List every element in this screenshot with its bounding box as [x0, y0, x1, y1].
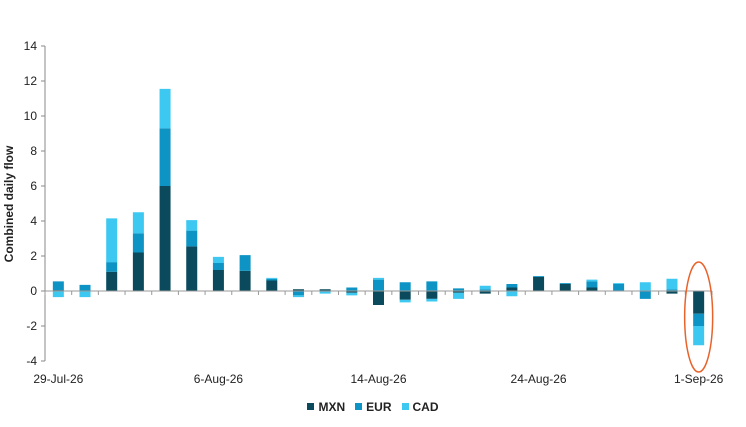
bar-eur — [52, 281, 64, 291]
bar-eur — [453, 288, 465, 291]
bar-eur — [399, 282, 411, 291]
bar-eur — [506, 284, 518, 288]
y-axis: -4 -2 0 2 4 6 8 10 12 14 — [24, 39, 46, 368]
bar-mxn — [212, 270, 224, 291]
bar-mxn — [693, 291, 705, 314]
bar-mxn — [559, 284, 571, 291]
legend-swatch — [401, 403, 409, 410]
bar-cad — [666, 278, 678, 290]
bar-eur — [212, 263, 224, 270]
bar-eur — [639, 291, 651, 299]
bar-eur — [266, 278, 278, 281]
y-tick-label: 12 — [24, 74, 38, 88]
bar-cad — [693, 326, 705, 346]
bar-eur — [186, 230, 198, 247]
bar-mxn — [106, 271, 118, 291]
bar-cad — [613, 283, 625, 284]
bar-mxn — [346, 291, 358, 293]
bar-mxn — [239, 270, 251, 291]
x-tick-label: 1-Sep-26 — [674, 372, 724, 386]
bar-eur — [693, 313, 705, 326]
bar-mxn — [399, 291, 411, 300]
bar-mxn — [506, 287, 518, 291]
legend: MXN EUR CAD — [0, 399, 746, 414]
y-tick-label: 14 — [24, 39, 38, 53]
bar-eur — [239, 255, 251, 271]
bar-eur — [586, 281, 598, 288]
bar-cad — [159, 88, 171, 129]
bar-mxn — [266, 280, 278, 291]
bar-cad — [266, 277, 278, 279]
bar-eur — [613, 284, 625, 291]
bar-eur — [666, 289, 678, 291]
bar-cad — [373, 277, 384, 280]
y-tick-label: 0 — [30, 284, 37, 298]
bar-eur — [106, 262, 118, 272]
bar-eur — [79, 284, 91, 291]
legend-label: EUR — [366, 399, 392, 414]
bar-eur — [373, 279, 384, 291]
bars — [52, 88, 705, 346]
bar-mxn — [426, 291, 438, 299]
bar-cad — [132, 212, 144, 234]
bar-cad — [639, 282, 651, 291]
bar-eur — [426, 281, 438, 291]
x-tick-label: 29-Jul-26 — [33, 372, 83, 386]
bar-cad — [479, 285, 491, 290]
legend-item-mxn: MXN — [307, 400, 345, 414]
bar-cad — [52, 291, 64, 298]
bar-cad — [586, 279, 598, 282]
bar-cad — [292, 295, 304, 298]
bar-eur — [292, 291, 304, 296]
bar-mxn — [132, 252, 144, 291]
legend-swatch — [307, 403, 315, 410]
bar-mxn — [666, 291, 678, 294]
legend-item-cad: CAD — [401, 399, 439, 414]
bar-eur — [533, 276, 545, 277]
bar-mxn — [292, 289, 304, 291]
bar-cad — [426, 298, 438, 302]
legend-label: CAD — [412, 399, 439, 414]
bar-mxn — [319, 289, 331, 291]
bar-mxn — [373, 291, 384, 305]
bar-cad — [319, 291, 331, 294]
bar-cad — [212, 256, 224, 263]
x-tick-label: 6-Aug-26 — [194, 372, 244, 386]
y-tick-label: 8 — [30, 144, 37, 158]
highlight-ellipse — [683, 261, 714, 373]
annotation — [683, 261, 714, 373]
y-tick-label: -4 — [26, 354, 37, 368]
legend-item-eur: EUR — [355, 399, 392, 414]
bar-eur — [479, 289, 491, 291]
y-tick-label: 10 — [24, 109, 38, 123]
bar-cad — [79, 291, 91, 298]
bar-eur — [132, 233, 144, 253]
bar-eur — [346, 287, 358, 291]
bar-cad — [186, 220, 198, 231]
x-tick-label: 14-Aug-26 — [350, 372, 406, 386]
y-tick-label: 4 — [30, 214, 37, 228]
legend-label: MXN — [318, 399, 346, 414]
bar-cad — [346, 292, 358, 296]
x-tick-label: 24-Aug-26 — [511, 372, 567, 386]
bar-mxn — [533, 277, 545, 291]
legend-swatch — [355, 403, 363, 410]
bar-eur — [159, 128, 171, 186]
bar-cad — [506, 291, 518, 297]
bar-mxn — [586, 287, 598, 291]
bar-mxn — [186, 246, 198, 291]
bar-mxn — [479, 291, 491, 294]
y-tick-label: -2 — [26, 319, 37, 333]
y-tick-label: 2 — [30, 249, 37, 263]
bar-cad — [453, 292, 465, 299]
bar-mxn — [453, 291, 465, 293]
bar-mxn — [159, 186, 171, 291]
bar-cad — [399, 299, 411, 303]
y-tick-label: 6 — [30, 179, 37, 193]
bar-cad — [106, 218, 118, 263]
y-axis-label: Combined daily flow — [2, 145, 16, 262]
bar-eur — [559, 283, 571, 284]
x-axis: 29-Jul-26 6-Aug-26 14-Aug-26 24-Aug-26 1-Sep… — [33, 290, 724, 386]
